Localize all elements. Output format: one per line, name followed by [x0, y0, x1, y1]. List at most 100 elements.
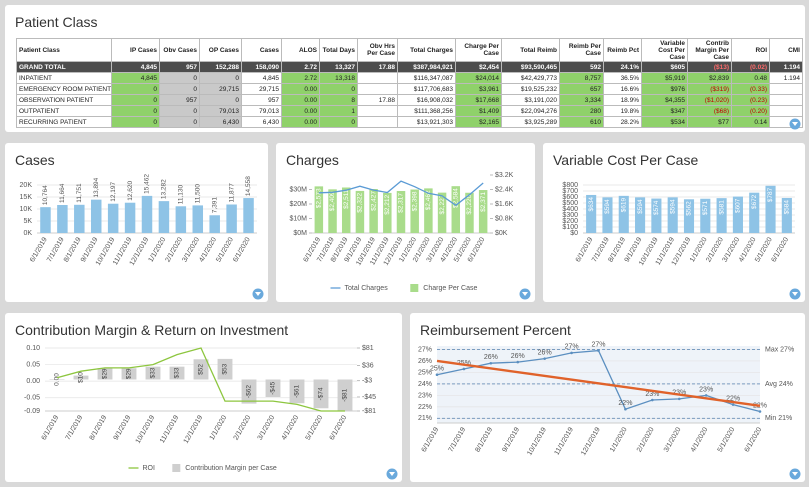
- column-header: Charge Per Case: [455, 38, 502, 62]
- table-cell: GRAND TOTAL: [16, 61, 112, 73]
- bar: [217, 358, 233, 380]
- bar-value-label: $594: [669, 199, 676, 214]
- point-value-label: 23%: [645, 391, 659, 398]
- legend-label: Total Charges: [345, 285, 389, 292]
- bar-value-label: $52: [198, 364, 205, 375]
- y-tick-label: 0.00: [26, 378, 40, 385]
- y-tick-label: 0K: [23, 230, 32, 237]
- bar: [74, 204, 85, 233]
- table-cell: 4,845: [241, 72, 282, 84]
- table-cell: $22,094,276: [501, 105, 560, 117]
- table-row: INPATIENT 4,845 0 0 4,845 2.72 13,318 $116,347,…: [16, 72, 803, 84]
- bar-value-label: $2,317: [398, 193, 405, 213]
- table-cell: 1.194: [769, 61, 803, 73]
- table-cell: 657: [559, 83, 604, 95]
- bar-value-label: 13,282: [161, 179, 168, 199]
- table-cell: 17.88: [357, 94, 398, 106]
- bar-value-label: $2,220: [466, 194, 473, 214]
- table-cell: 158,090: [241, 61, 282, 73]
- table-cell: 4,845: [111, 72, 160, 84]
- bar-value-label: $33: [174, 367, 181, 378]
- table-cell: (0.33): [731, 83, 770, 95]
- filter-icon: [792, 292, 798, 296]
- bar: [175, 206, 187, 233]
- x-tick-label: 1/1/2020: [609, 426, 629, 453]
- column-header: Cases: [241, 38, 282, 62]
- column-header: Total Reimb: [501, 38, 560, 62]
- table-cell: $77: [687, 116, 732, 128]
- bar: [683, 199, 695, 233]
- bar-value-label: $2,227: [439, 194, 446, 214]
- table-cell: 0: [159, 83, 200, 95]
- y-tick-label: $0K: [495, 230, 508, 237]
- bar: [602, 197, 613, 233]
- table-cell: $387,984,921: [397, 61, 456, 73]
- y-tick-label: -0.09: [24, 408, 40, 415]
- bar-value-label: 11,130: [178, 185, 185, 205]
- y-tick-label: 25%: [418, 369, 432, 376]
- table-cell: $17,668: [455, 94, 502, 106]
- point-marker: [543, 357, 546, 360]
- bar: [716, 198, 727, 233]
- y-tick-label: $600: [562, 194, 578, 201]
- column-header: IP Cases: [111, 38, 160, 62]
- panel-title: Cases: [15, 152, 55, 168]
- bar: [465, 192, 474, 233]
- point-value-label: 25%: [457, 360, 471, 367]
- y-tick-label: 27%: [418, 346, 432, 353]
- table-cell: $347: [641, 105, 688, 117]
- table-row: EMERGENCY ROOM PATIENT 0 0 29,715 29,715 0.00…: [16, 83, 803, 95]
- bar-value-label: 15,462: [144, 174, 151, 194]
- x-tick-label: 8/1/2019: [89, 414, 109, 441]
- point-marker: [489, 361, 493, 365]
- point-marker: [435, 373, 439, 377]
- filter-icon: [792, 472, 798, 476]
- table-cell: (0.02): [731, 61, 770, 73]
- table-cell: $111,368,256: [397, 105, 456, 117]
- point-value-label: 27%: [591, 341, 605, 348]
- table-cell: $3,925,289: [501, 116, 560, 128]
- bar: [107, 203, 119, 233]
- table-cell: 957: [159, 61, 200, 73]
- bar: [765, 185, 776, 233]
- table-cell: ($13): [687, 61, 732, 73]
- bar-value-label: 11,877: [228, 183, 235, 203]
- column-header: Obv Cases: [159, 38, 200, 62]
- x-tick-label: 3/1/2020: [257, 414, 277, 441]
- bar: [289, 379, 305, 404]
- table-cell: 0.00: [281, 105, 320, 117]
- y-tick-label: $800: [562, 182, 578, 189]
- column-header: CMI: [769, 38, 803, 62]
- x-tick-label: 8/1/2019: [474, 426, 494, 453]
- bar-value-label: $29: [102, 368, 109, 379]
- table-cell: ($1,020): [687, 94, 732, 106]
- bar-value-label: -$62: [246, 385, 253, 398]
- bar: [369, 189, 378, 233]
- point-value-label: 26%: [484, 354, 498, 361]
- point-marker: [758, 410, 762, 413]
- table-cell: $42,429,773: [501, 72, 560, 84]
- bar-value-label: $2,409: [329, 191, 336, 211]
- bar: [40, 207, 51, 233]
- table-cell: 24.1%: [603, 61, 642, 73]
- legend-label: Charge Per Case: [423, 285, 477, 292]
- total-row: GRAND TOTAL 4,845 957 152,288 158,090 2.72 13,…: [16, 61, 803, 73]
- bar: [241, 379, 257, 404]
- bar: [314, 186, 324, 233]
- table-cell: $3,961: [455, 83, 502, 95]
- filter-icon: [522, 292, 528, 296]
- table-cell: [357, 116, 398, 128]
- table-cell: 0: [111, 116, 160, 128]
- y-tick-label: 22%: [418, 404, 432, 411]
- table-cell: 2.72: [281, 72, 320, 84]
- bar-value-label: -$45: [270, 381, 277, 394]
- table-cell: 0: [199, 94, 242, 106]
- table-cell: 4,845: [111, 61, 160, 73]
- y-tick-label: -$3: [362, 378, 372, 385]
- point-marker: [624, 407, 627, 411]
- x-tick-label: 10/1/2019: [526, 426, 548, 457]
- table-cell: 19.8%: [603, 105, 642, 117]
- y-tick-label: $36: [362, 362, 374, 369]
- bar: [781, 197, 792, 233]
- bar: [651, 198, 662, 233]
